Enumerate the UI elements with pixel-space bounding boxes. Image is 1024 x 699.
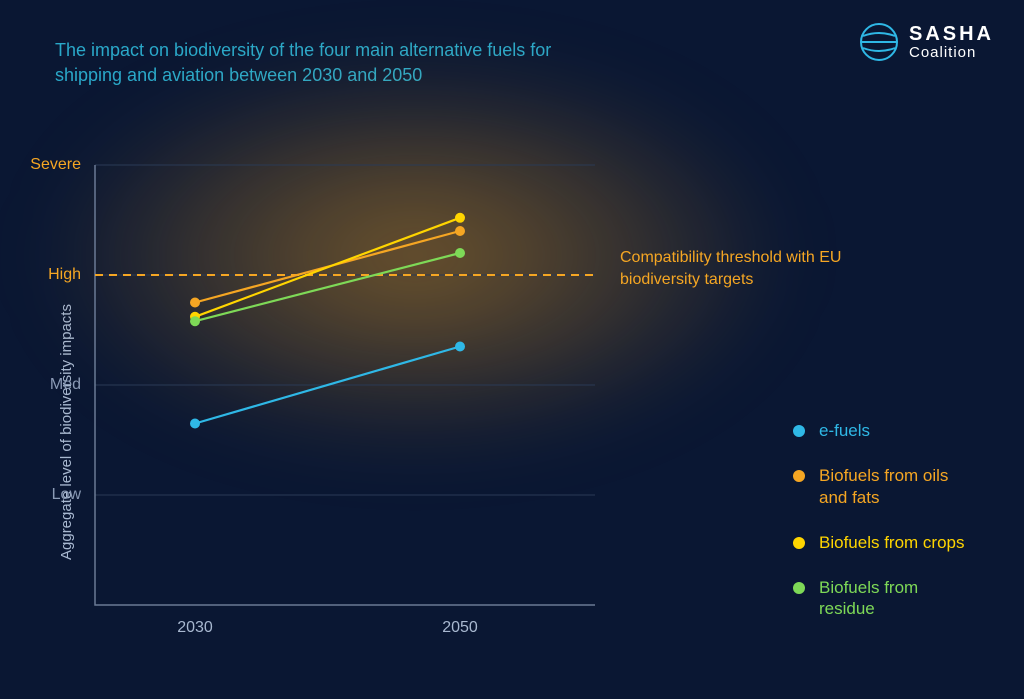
legend-item: Biofuels from oils and fats <box>793 465 969 508</box>
series-line <box>195 253 460 321</box>
legend-dot <box>793 425 805 437</box>
series-marker <box>190 298 200 308</box>
brand-logo: SASHA Coalition <box>859 22 994 62</box>
chart-title: The impact on biodiversity of the four m… <box>55 38 615 88</box>
series-line <box>195 218 460 317</box>
series-marker <box>455 342 465 352</box>
y-axis-label: Aggregate level of biodiversity impacts <box>58 304 75 560</box>
series-marker <box>455 226 465 236</box>
legend-dot <box>793 582 805 594</box>
series-marker <box>190 419 200 429</box>
y-tick-label: Severe <box>30 156 81 174</box>
legend-label: e-fuels <box>819 420 870 441</box>
x-tick-label: 2030 <box>177 619 213 637</box>
brand-logo-icon <box>859 22 899 62</box>
y-tick-label: High <box>48 266 81 284</box>
legend-item: Biofuels from residue <box>793 577 969 620</box>
legend-dot <box>793 537 805 549</box>
legend-dot <box>793 470 805 482</box>
legend-label: Biofuels from residue <box>819 577 969 620</box>
series-marker <box>455 213 465 223</box>
legend-item: Biofuels from crops <box>793 532 969 553</box>
y-tick-label: Med <box>50 376 81 394</box>
brand-sub: Coalition <box>909 45 994 61</box>
y-tick-label: Low <box>52 486 81 504</box>
chart-area: LowMedHighSevere20302050 <box>95 165 595 605</box>
threshold-label: Compatibility threshold with EU biodiver… <box>620 247 880 290</box>
x-tick-label: 2050 <box>442 619 478 637</box>
legend-label: Biofuels from oils and fats <box>819 465 969 508</box>
series-marker <box>455 248 465 258</box>
legend: e-fuels Biofuels from oils and fats Biofue… <box>793 420 969 620</box>
series-marker <box>190 316 200 326</box>
legend-item: e-fuels <box>793 420 969 441</box>
legend-label: Biofuels from crops <box>819 532 965 553</box>
brand-name: SASHA <box>909 24 994 45</box>
